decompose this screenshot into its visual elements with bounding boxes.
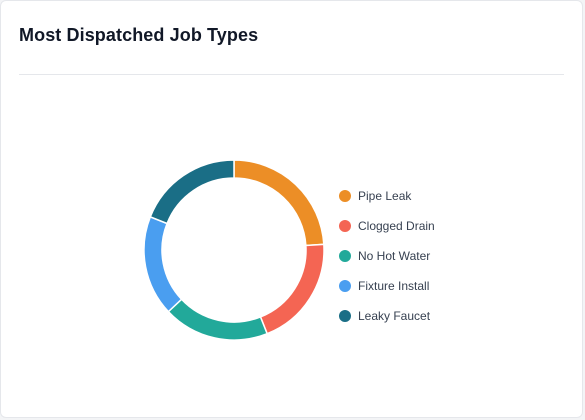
legend-swatch [339, 280, 351, 292]
legend-item-pipe-leak[interactable]: Pipe Leak [339, 181, 435, 211]
legend-swatch [339, 250, 351, 262]
chart-legend: Pipe Leak Clogged Drain No Hot Water Fixtur… [339, 181, 435, 331]
donut-slice-no-hot-water[interactable] [167, 298, 269, 341]
legend-swatch [339, 190, 351, 202]
donut-slice-clogged-drain[interactable] [259, 243, 325, 335]
legend-item-no-hot-water[interactable]: No Hot Water [339, 241, 435, 271]
title-divider [19, 74, 564, 75]
legend-item-leaky-faucet[interactable]: Leaky Faucet [339, 301, 435, 331]
legend-label: Clogged Drain [358, 219, 435, 233]
legend-swatch [339, 310, 351, 322]
legend-item-clogged-drain[interactable]: Clogged Drain [339, 211, 435, 241]
legend-label: Fixture Install [358, 279, 430, 293]
legend-label: Pipe Leak [358, 189, 412, 203]
card-title: Most Dispatched Job Types [19, 25, 259, 45]
donut-slice-leaky-faucet[interactable] [149, 159, 235, 225]
donut-chart [143, 159, 325, 341]
legend-item-fixture-install[interactable]: Fixture Install [339, 271, 435, 301]
legend-label: Leaky Faucet [358, 309, 431, 323]
legend-swatch [339, 220, 351, 232]
donut-slice-pipe-leak[interactable] [233, 159, 325, 247]
legend-label: No Hot Water [358, 249, 431, 263]
donut-slice-fixture-install[interactable] [143, 215, 183, 313]
